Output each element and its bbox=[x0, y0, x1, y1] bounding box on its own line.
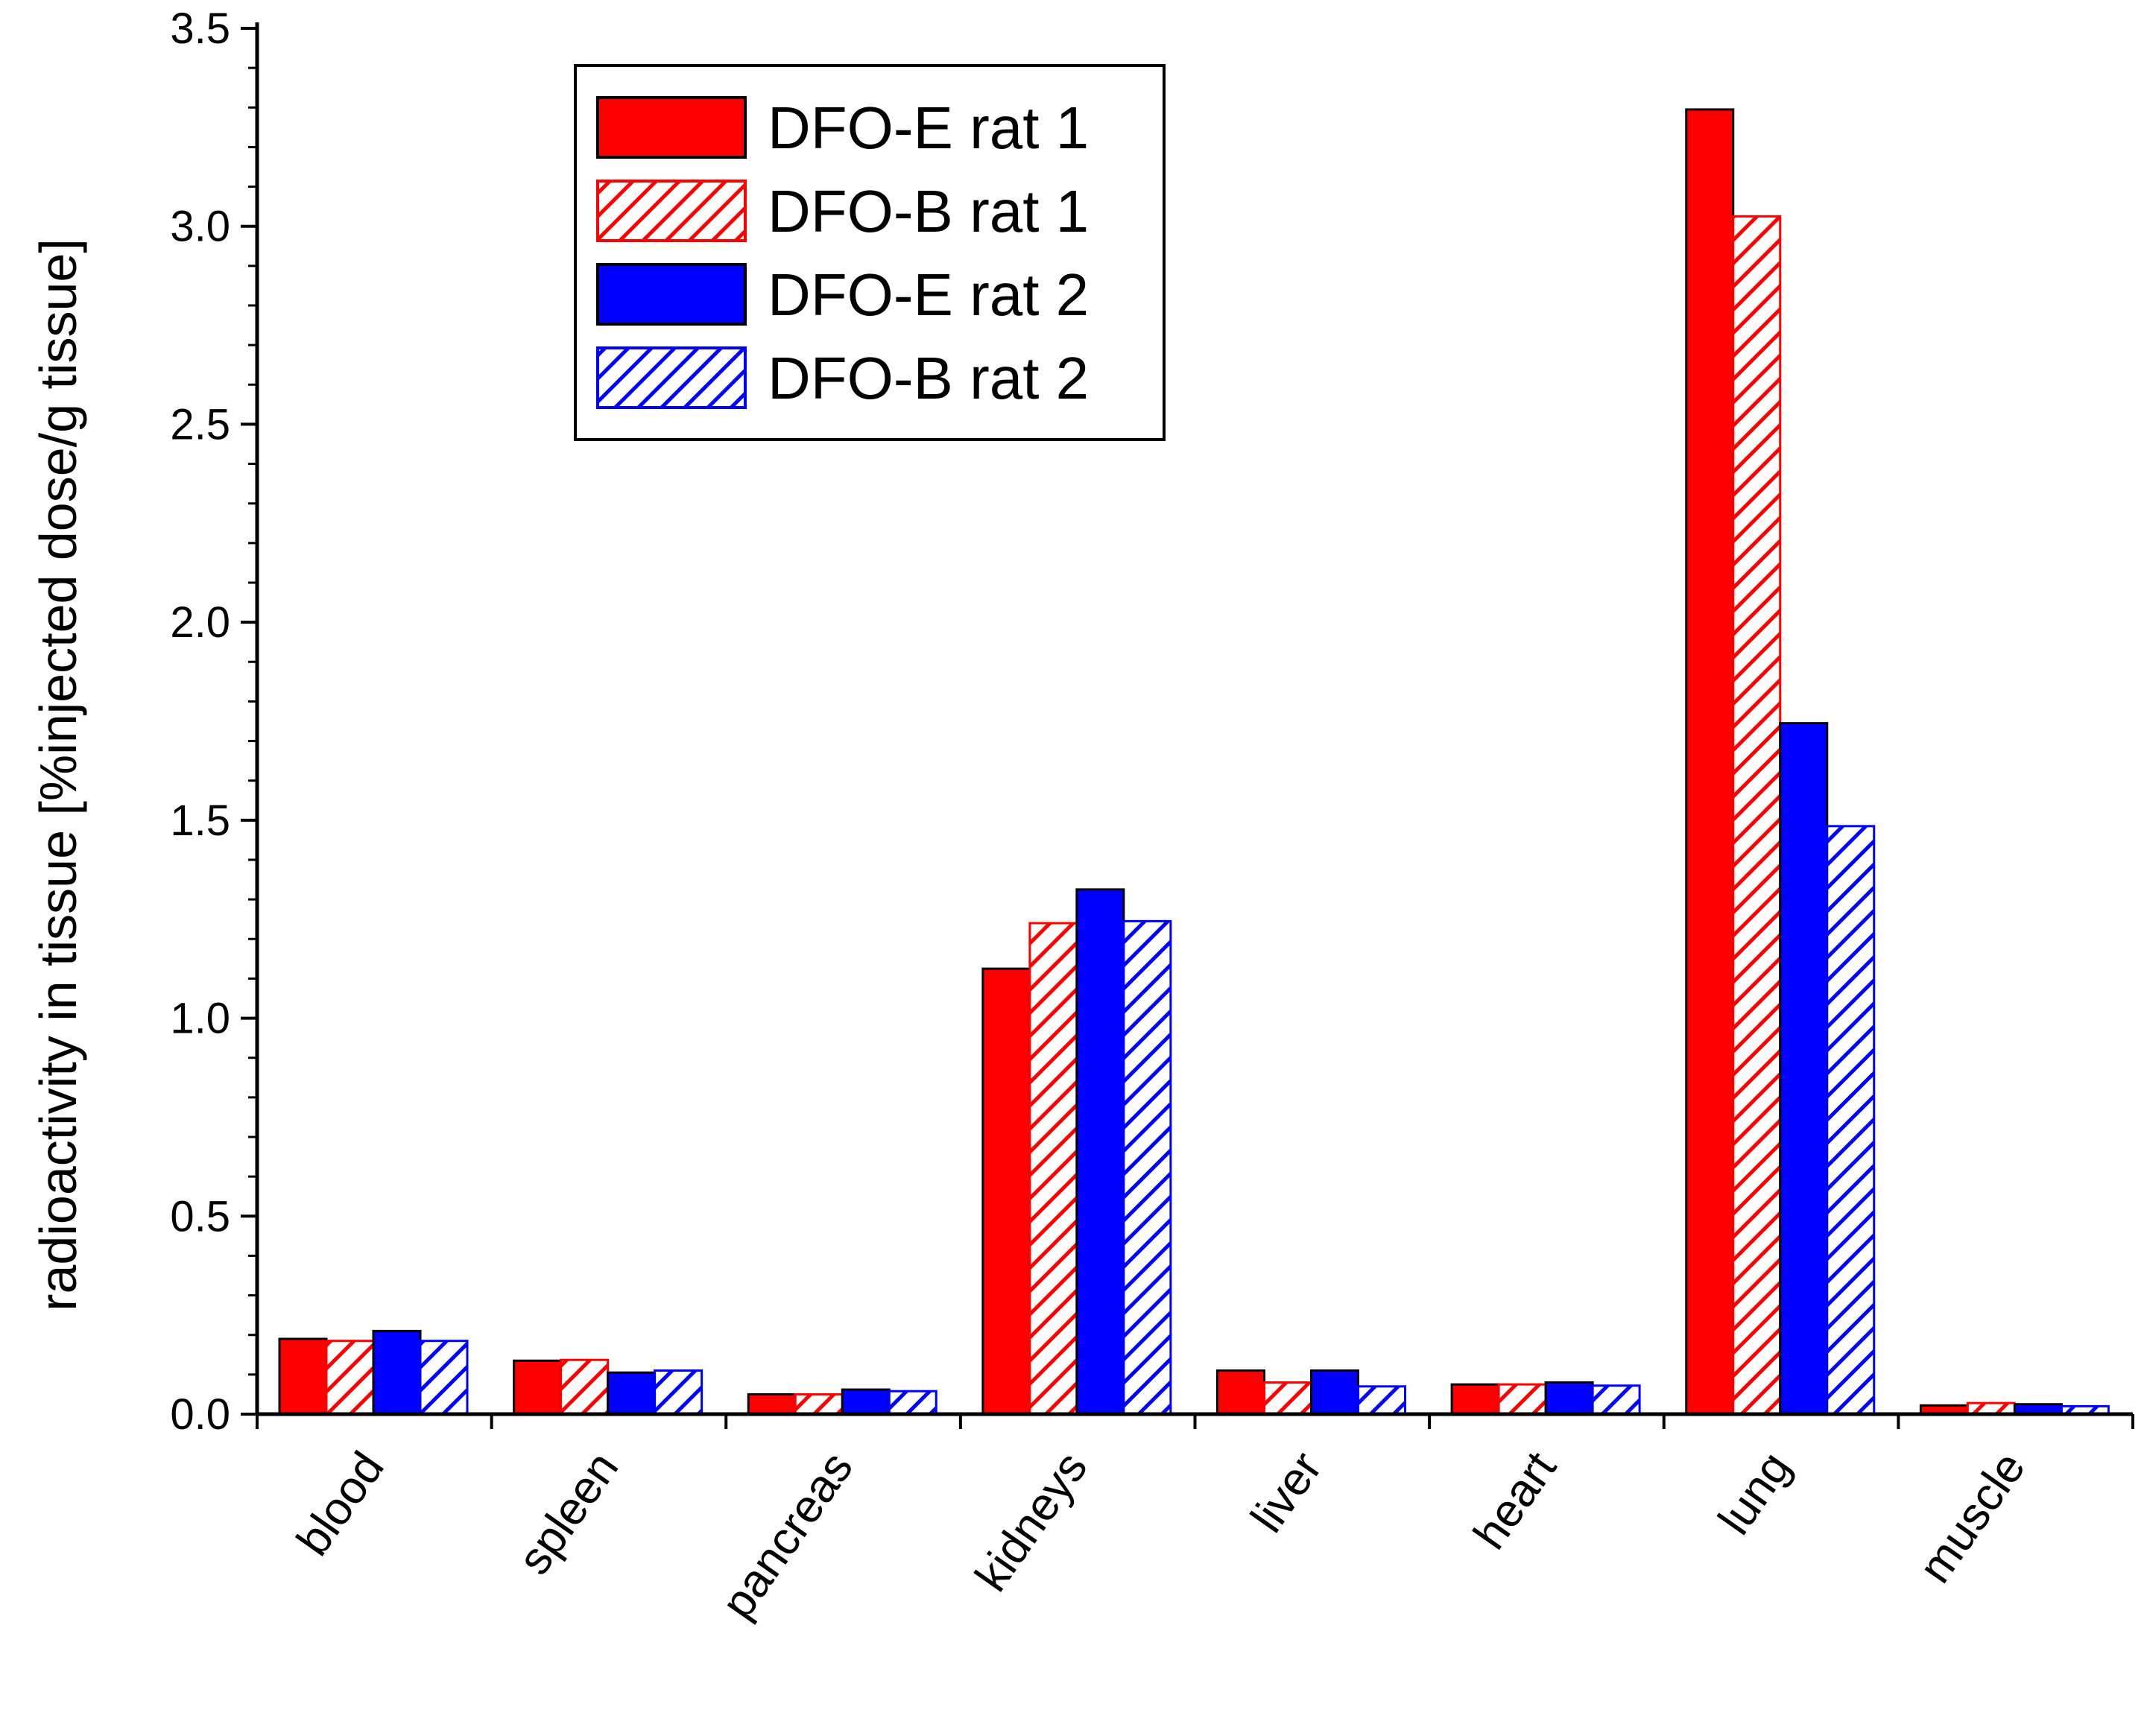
bar-pancreas-dfo-b-rat-1 bbox=[794, 1393, 844, 1416]
bar-heart-dfo-b-rat-2 bbox=[1591, 1384, 1641, 1416]
bar-kidneys-dfo-e-rat-1 bbox=[981, 967, 1031, 1416]
bar-liver-dfo-e-rat-1 bbox=[1216, 1369, 1265, 1416]
bar-pancreas-dfo-e-rat-2 bbox=[841, 1388, 891, 1416]
bar-spleen-dfo-e-rat-2 bbox=[607, 1371, 657, 1416]
bar-blood-dfo-e-rat-1 bbox=[278, 1337, 328, 1416]
legend-label: DFO-E rat 2 bbox=[768, 262, 1089, 328]
y-tick-label: 0.5 bbox=[170, 1192, 230, 1241]
y-tick-label: 3.0 bbox=[170, 203, 230, 251]
y-ticks-group: 0.0 0.5 1.0 1.5 2.0 2.5 3.0 3.5 bbox=[170, 4, 257, 1439]
bar-blood-dfo-b-rat-1 bbox=[325, 1340, 375, 1416]
x-category-label-blood: blood bbox=[287, 1442, 394, 1565]
bar-pancreas-dfo-e-rat-1 bbox=[747, 1393, 797, 1416]
bar-heart-dfo-e-rat-1 bbox=[1450, 1383, 1500, 1416]
bar-kidneys-dfo-e-rat-2 bbox=[1075, 888, 1125, 1416]
y-tick-label: 2.5 bbox=[170, 400, 230, 449]
bar-spleen-dfo-b-rat-2 bbox=[654, 1369, 703, 1416]
legend-swatch-dfo-b-rat-2 bbox=[596, 346, 747, 409]
legend-swatch-dfo-e-rat-2 bbox=[596, 263, 747, 326]
bar-lung-dfo-b-rat-2 bbox=[1826, 825, 1876, 1416]
y-tick-label: 2.0 bbox=[170, 598, 230, 647]
bar-heart-dfo-b-rat-1 bbox=[1497, 1383, 1547, 1416]
legend-label: DFO-E rat 1 bbox=[768, 95, 1089, 161]
y-tick-label: 3.5 bbox=[170, 4, 230, 53]
x-category-label-liver: liver bbox=[1242, 1442, 1332, 1542]
x-category-label-lung: lung bbox=[1709, 1442, 1801, 1544]
bar-lung-dfo-e-rat-2 bbox=[1779, 722, 1829, 1416]
bar-spleen-dfo-b-rat-1 bbox=[560, 1358, 610, 1416]
bar-liver-dfo-b-rat-1 bbox=[1263, 1381, 1312, 1416]
x-category-label-muscle: muscle bbox=[1909, 1442, 2035, 1591]
bar-pancreas-dfo-b-rat-2 bbox=[888, 1390, 937, 1416]
legend-label: DFO-B rat 1 bbox=[768, 178, 1089, 244]
y-tick-label: 1.0 bbox=[170, 995, 230, 1043]
legend-swatch-dfo-b-rat-1 bbox=[596, 180, 747, 242]
y-axis-title: radioactivity in tissue [%injected dose/… bbox=[29, 238, 87, 1311]
bar-liver-dfo-b-rat-2 bbox=[1357, 1385, 1406, 1416]
x-category-label-kidneys: kidneys bbox=[966, 1442, 1098, 1600]
bar-kidneys-dfo-b-rat-1 bbox=[1028, 922, 1078, 1416]
y-tick-label: 0.0 bbox=[170, 1390, 230, 1439]
x-labels-group: blood spleen pancreas kidneys liver heart lung… bbox=[256, 1414, 2134, 1628]
x-category-label-pancreas: pancreas bbox=[712, 1442, 863, 1628]
legend-label: DFO-B rat 2 bbox=[768, 345, 1089, 411]
bar-lung-dfo-e-rat-1 bbox=[1685, 108, 1735, 1416]
x-category-label-heart: heart bbox=[1464, 1442, 1566, 1558]
bar-heart-dfo-e-rat-2 bbox=[1544, 1381, 1594, 1416]
legend: DFO-E rat 1 DFO-B rat 1 DFO-E rat 2 DFO-B r… bbox=[574, 64, 1166, 441]
bar-lung-dfo-b-rat-1 bbox=[1732, 215, 1782, 1416]
x-category-label-spleen: spleen bbox=[508, 1442, 628, 1583]
legend-swatch-dfo-e-rat-1 bbox=[596, 96, 747, 159]
bar-spleen-dfo-e-rat-1 bbox=[513, 1359, 563, 1416]
bar-blood-dfo-e-rat-2 bbox=[372, 1329, 422, 1416]
bars-group bbox=[278, 108, 2110, 1416]
bar-kidneys-dfo-b-rat-2 bbox=[1122, 919, 1172, 1416]
bar-blood-dfo-b-rat-2 bbox=[419, 1340, 469, 1416]
y-tick-label: 1.5 bbox=[170, 796, 230, 845]
bar-liver-dfo-e-rat-2 bbox=[1310, 1369, 1359, 1416]
